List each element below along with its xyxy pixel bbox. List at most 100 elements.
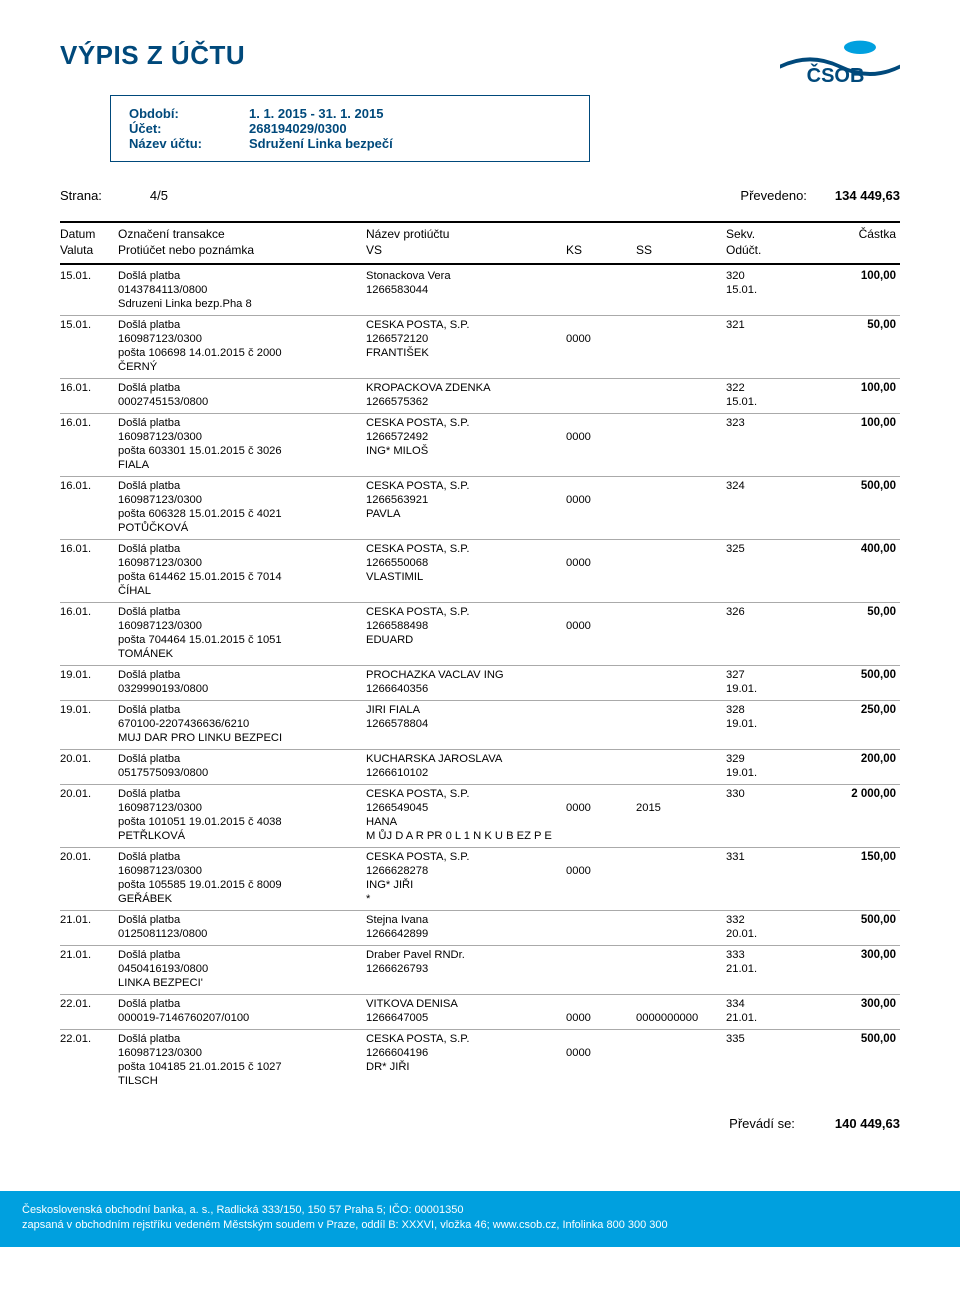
tx-amount: 100,00 (786, 270, 896, 284)
tx-date: 22.01. (60, 1033, 118, 1047)
tx-sekv-extra (726, 816, 786, 830)
tx-sekv-extra (726, 1061, 786, 1075)
tx-ss-extra (636, 1047, 726, 1061)
tx-ss-extra (636, 830, 726, 844)
tx-sekv-extra (726, 648, 786, 662)
transaction-row: 16.01.Došlá platbaCESKA POSTA, S.P.32450… (60, 477, 900, 540)
tx-name-extra: ING* JIŘI (366, 879, 566, 893)
tx-sekv: 325 (726, 543, 786, 557)
period-box: Období: 1. 1. 2015 - 31. 1. 2015 Účet: 2… (110, 95, 590, 162)
tx-sekv: 331 (726, 851, 786, 865)
tx-name-extra: 1266578804 (366, 718, 566, 732)
tx-type: Došlá platba (118, 319, 366, 333)
tx-name-extra: 1266549045 (366, 802, 566, 816)
tx-desc: 160987123/0300 (118, 557, 366, 571)
tx-ks-extra: 0000 (566, 557, 636, 571)
period-value: 1. 1. 2015 - 31. 1. 2015 (249, 106, 383, 121)
tx-amount: 300,00 (786, 949, 896, 963)
tx-ks (566, 543, 636, 557)
tx-name-extra: 1266626793 (366, 963, 566, 977)
transaction-row: 15.01.Došlá platbaCESKA POSTA, S.P.32150… (60, 316, 900, 379)
tx-ss (636, 669, 726, 683)
tx-desc: FIALA (118, 459, 366, 473)
transaction-row: 21.01.Došlá platbaDraber Pavel RNDr.3333… (60, 946, 900, 995)
tx-ss-extra (636, 683, 726, 697)
tx-ss (636, 998, 726, 1012)
tx-counterparty: Stejna Ivana (366, 914, 566, 928)
tx-ss (636, 417, 726, 431)
tx-ks-extra: 0000 (566, 865, 636, 879)
tx-desc: pošta 104185 21.01.2015 č 1027 (118, 1061, 366, 1075)
tx-desc: MUJ DAR PRO LINKU BEZPECI (118, 732, 366, 746)
tx-ks (566, 480, 636, 494)
tx-desc: GEŘÁBEK (118, 893, 366, 907)
tx-sekv-extra (726, 585, 786, 599)
tx-counterparty: PROCHAZKA VACLAV ING (366, 669, 566, 683)
tx-desc: pošta 704464 15.01.2015 č 1051 (118, 634, 366, 648)
tx-ks-extra (566, 347, 636, 361)
tx-ss-extra (636, 522, 726, 536)
tx-type: Došlá platba (118, 417, 366, 431)
tx-sekv: 329 (726, 753, 786, 767)
tx-ss-extra (636, 767, 726, 781)
tx-ss-extra (636, 977, 726, 991)
account-name-label: Název účtu: (129, 136, 249, 151)
tx-counterparty: CESKA POSTA, S.P. (366, 319, 566, 333)
tx-ss-extra (636, 459, 726, 473)
tx-ss-extra (636, 557, 726, 571)
tx-ks-extra: 0000 (566, 431, 636, 445)
tx-ks-extra: 0000 (566, 1047, 636, 1061)
hdr-valuta: Valuta (60, 243, 118, 259)
tx-ks-extra (566, 585, 636, 599)
hdr-amt-blank (786, 243, 896, 259)
tx-counterparty: CESKA POSTA, S.P. (366, 480, 566, 494)
hdr-ks-blank (566, 227, 636, 243)
hdr-nazev: Název protiúčtu (366, 227, 566, 243)
tx-sekv: 324 (726, 480, 786, 494)
tx-sekv-extra (726, 893, 786, 907)
footer-line1: Československá obchodní banka, a. s., Ra… (22, 1203, 938, 1218)
tx-name-extra: DR* JIŘI (366, 1061, 566, 1075)
carry-label: Převádí se: (729, 1116, 795, 1131)
tx-type: Došlá platba (118, 851, 366, 865)
tx-date: 16.01. (60, 417, 118, 431)
tx-ss (636, 788, 726, 802)
tx-desc: 160987123/0300 (118, 620, 366, 634)
transaction-row: 19.01.Došlá platbaPROCHAZKA VACLAV ING32… (60, 666, 900, 701)
hdr-oduct: Odúčt. (726, 243, 786, 259)
tx-desc: 160987123/0300 (118, 494, 366, 508)
tx-ks-extra: 0000 (566, 494, 636, 508)
tx-name-extra: 1266628278 (366, 865, 566, 879)
tx-ks (566, 417, 636, 431)
tx-counterparty: KROPACKOVA ZDENKA (366, 382, 566, 396)
tx-ss-extra (636, 1061, 726, 1075)
tx-name-extra: 1266575362 (366, 396, 566, 410)
tx-ks-extra (566, 1075, 636, 1089)
tx-ks (566, 606, 636, 620)
tx-sekv-extra (726, 347, 786, 361)
tx-type: Došlá platba (118, 914, 366, 928)
tx-date: 20.01. (60, 788, 118, 802)
tx-desc: LINKA BEZPECI' (118, 977, 366, 991)
hdr-ozn: Označení transakce (118, 227, 366, 243)
tx-date: 21.01. (60, 949, 118, 963)
tx-counterparty: CESKA POSTA, S.P. (366, 851, 566, 865)
tx-counterparty: JIRI FIALA (366, 704, 566, 718)
transaction-row: 20.01.Došlá platbaKUCHARSKA JAROSLAVA329… (60, 750, 900, 785)
tx-ks-extra (566, 767, 636, 781)
tx-sekv-extra (726, 494, 786, 508)
tx-desc: ČERNÝ (118, 361, 366, 375)
account-label: Účet: (129, 121, 249, 136)
tx-desc: 0143784113/0800 (118, 284, 366, 298)
tx-type: Došlá platba (118, 1033, 366, 1047)
tx-type: Došlá platba (118, 669, 366, 683)
tx-amount: 300,00 (786, 998, 896, 1012)
tx-date: 19.01. (60, 669, 118, 683)
tx-ss (636, 753, 726, 767)
tx-ks-extra (566, 893, 636, 907)
tx-date: 21.01. (60, 914, 118, 928)
tx-counterparty: CESKA POSTA, S.P. (366, 417, 566, 431)
tx-desc: 0002745153/0800 (118, 396, 366, 410)
tx-ss-extra (636, 347, 726, 361)
tx-sekv: 334 (726, 998, 786, 1012)
